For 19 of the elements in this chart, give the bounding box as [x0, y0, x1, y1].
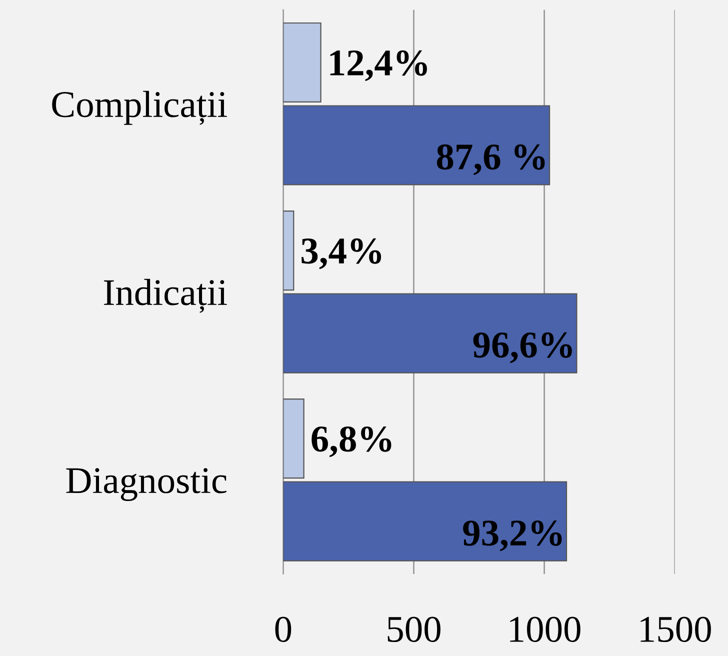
- x-tick-label: 500: [388, 616, 440, 642]
- annotation: 93,2%: [463, 520, 562, 552]
- annotation: 96,6%: [473, 332, 572, 364]
- annotation: 6,8%: [312, 426, 392, 458]
- annotation: 3,4%: [302, 238, 382, 270]
- x-tick-label: 1500: [640, 616, 711, 642]
- x-tick-label: 0: [275, 616, 292, 642]
- annotation: 87,6 %: [436, 144, 545, 176]
- bar: [283, 293, 578, 374]
- y-tick-label: Diagnostic: [66, 468, 226, 502]
- x-tick-label: 1000: [510, 616, 580, 642]
- bar: [283, 481, 568, 562]
- bar: [283, 398, 304, 479]
- y-tick-label: Complicații: [52, 90, 227, 125]
- y-tick-label: Indicații: [104, 278, 227, 313]
- annotation: 12,4%: [330, 50, 427, 82]
- bar: [283, 210, 294, 291]
- bar: [283, 105, 550, 186]
- bar: [283, 22, 322, 103]
